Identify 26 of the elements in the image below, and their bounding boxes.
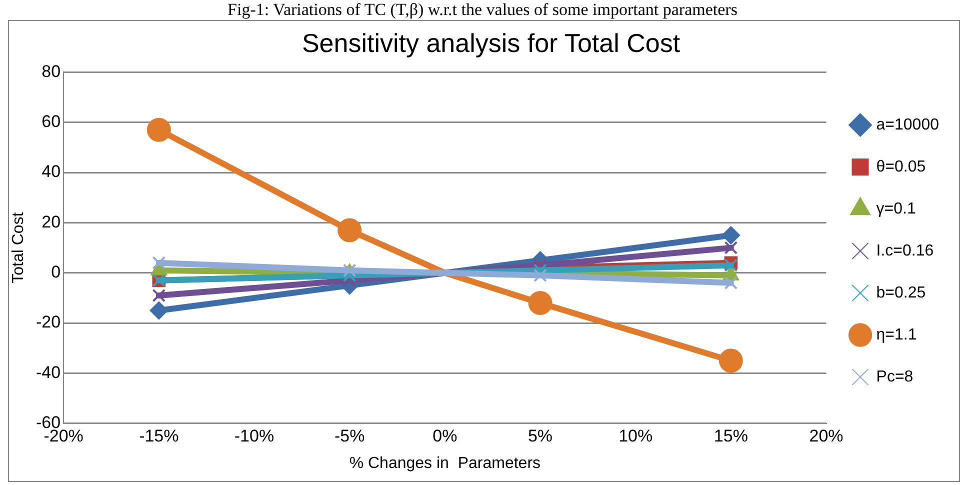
x-axis-title: % Changes in Parameters xyxy=(349,454,541,472)
x-tick-label: 0% xyxy=(432,426,458,446)
y-tick-label: 0 xyxy=(51,262,61,282)
y-tick-label: 40 xyxy=(42,162,61,182)
x-tick-label: 10% xyxy=(618,426,653,446)
x-tick-label: -10% xyxy=(234,426,274,446)
y-tick-label: -20 xyxy=(36,312,61,332)
legend-label: I.c=0.16 xyxy=(876,242,934,260)
legend-label: a=10000 xyxy=(876,116,940,134)
x-tick-label: -15% xyxy=(139,426,179,446)
legend-label: b=0.25 xyxy=(876,284,926,302)
y-tick-label: 80 xyxy=(42,62,61,81)
legend-label: θ=0.05 xyxy=(876,158,926,176)
y-tick-label: -40 xyxy=(36,362,61,382)
y-tick-label: 20 xyxy=(42,212,61,232)
y-tick-label: 60 xyxy=(42,112,61,132)
text: Fig-1: Variations of TC (T,β) w.r.t the values of some important parameters xyxy=(226,0,738,20)
x-tick-label: -5% xyxy=(334,426,365,446)
y-axis-title: Total Cost xyxy=(10,212,27,284)
x-tick-label: 15% xyxy=(714,426,748,446)
legend-label: γ=0.1 xyxy=(876,200,916,218)
x-tick-label: 20% xyxy=(809,426,844,446)
legend-label: η=1.1 xyxy=(876,326,917,344)
x-tick-label: 5% xyxy=(528,426,553,446)
chart-title: Sensitivity analysis for Total Cost xyxy=(302,28,681,58)
legend-label: Pc=8 xyxy=(876,368,914,386)
